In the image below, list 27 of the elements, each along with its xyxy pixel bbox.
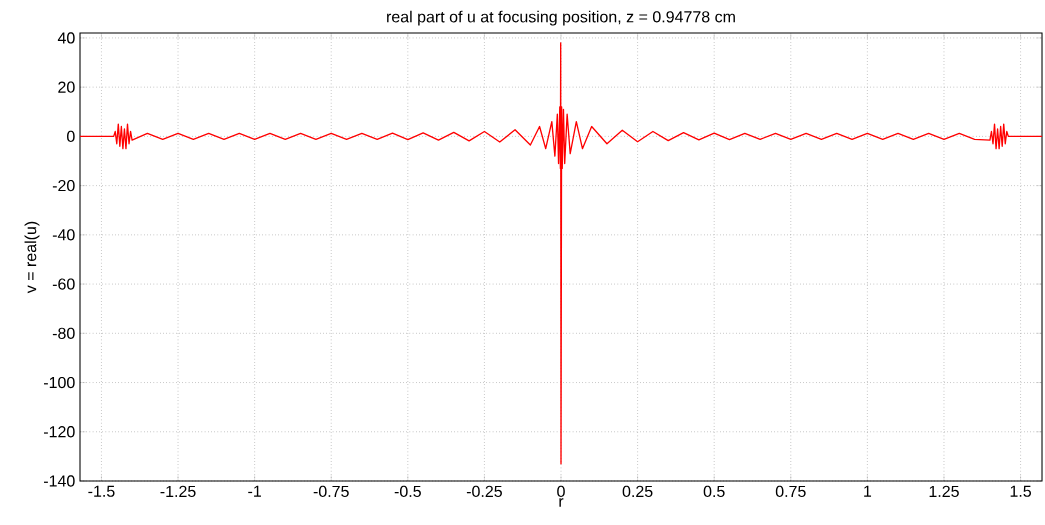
- x-tick-label: 0.75: [775, 485, 806, 498]
- y-tick-label: -60: [52, 278, 75, 290]
- x-tick-label: 0.25: [622, 485, 653, 498]
- y-axis-title: v = real(u): [24, 221, 40, 294]
- chart-title: real part of u at focusing position, z = 0.94778 cm: [387, 10, 735, 26]
- x-tick-label: -1: [248, 485, 261, 497]
- line-series: [80, 42, 1043, 465]
- x-tick-label: -1.5: [88, 485, 115, 497]
- y-tick-label: 0: [67, 130, 75, 143]
- y-tick-label: -140: [43, 475, 75, 487]
- x-tick-label: 1.5: [1010, 485, 1032, 497]
- x-tick-label: -0.25: [466, 485, 502, 498]
- x-tick-label: -1.25: [160, 485, 196, 498]
- x-tick-label: 0: [557, 485, 565, 498]
- x-tick-label: 1.25: [929, 485, 959, 498]
- y-tick-label: -120: [43, 426, 75, 438]
- y-tick-label: 40: [57, 32, 75, 44]
- x-tick-label: 0.5: [703, 485, 725, 498]
- y-tick-label: 20: [58, 81, 75, 93]
- x-tick-label: -0.75: [313, 485, 349, 498]
- x-axis-title: r: [559, 498, 564, 507]
- x-tick-label: -0.5: [394, 485, 421, 498]
- y-tick-label: -40: [52, 229, 75, 241]
- y-tick-label: -100: [43, 376, 75, 389]
- x-tick-label: 1: [864, 485, 872, 497]
- y-tick-label: -80: [52, 327, 75, 339]
- y-tick-label: -20: [52, 179, 75, 192]
